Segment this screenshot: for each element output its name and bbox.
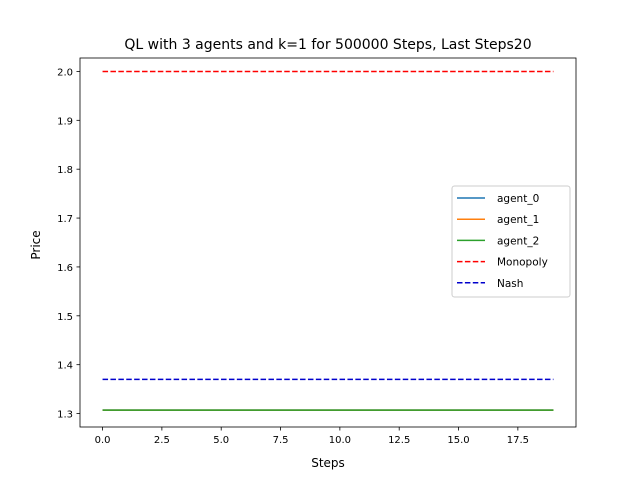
x-axis: 0.0 2.5 5.0 7.5 10.0 12.5 15.0 17.5: [95, 427, 529, 446]
y-tick-label: 1.4: [57, 361, 73, 372]
x-tick-label: 17.5: [507, 435, 529, 446]
x-tick-label: 0.0: [95, 435, 111, 446]
legend-label: agent_0: [497, 193, 539, 205]
legend-label: agent_1: [497, 214, 539, 226]
x-tick-label: 7.5: [273, 435, 289, 446]
y-tick-label: 1.5: [57, 312, 73, 323]
y-axis: 1.3 1.4 1.5 1.6 1.7 1.8 1.9 2.0: [57, 67, 80, 421]
legend-label: Nash: [497, 278, 523, 290]
chart-title: QL with 3 agents and k=1 for 500000 Step…: [124, 37, 531, 53]
x-tick-label: 15.0: [447, 435, 469, 446]
y-tick-label: 1.8: [57, 165, 73, 176]
legend: agent_0 agent_1 agent_2 Monopoly Nash: [451, 185, 571, 298]
x-axis-label: Steps: [311, 456, 345, 470]
legend-label: Monopoly: [497, 257, 548, 269]
x-tick-label: 2.5: [154, 435, 170, 446]
y-tick-label: 1.6: [57, 263, 73, 274]
legend-box: [451, 185, 571, 298]
y-tick-label: 2.0: [57, 67, 73, 78]
y-tick-label: 1.3: [57, 410, 73, 421]
y-axis-label: Price: [29, 230, 43, 259]
x-tick-label: 10.0: [329, 435, 351, 446]
x-tick-label: 12.5: [388, 435, 410, 446]
plot-frame: [79, 57, 577, 428]
legend-label: agent_2: [497, 235, 539, 247]
plot-area: [79, 57, 577, 428]
y-tick-label: 1.7: [57, 214, 73, 225]
x-tick-label: 5.0: [213, 435, 229, 446]
y-tick-label: 1.9: [57, 116, 73, 127]
